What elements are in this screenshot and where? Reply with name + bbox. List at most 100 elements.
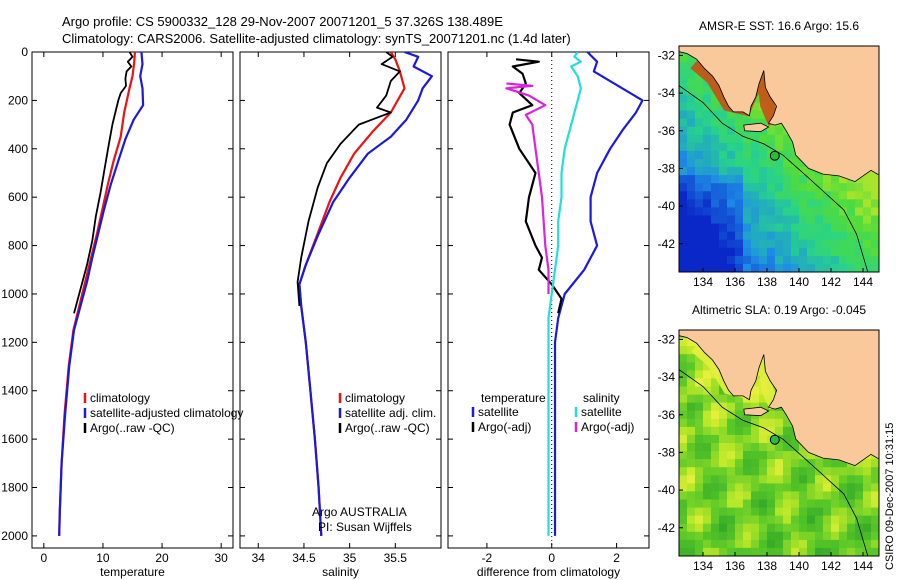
map-cell (727, 531, 736, 541)
map-cell (831, 231, 840, 241)
map-cell (679, 231, 688, 241)
map-cell (807, 263, 816, 272)
map-cell (727, 483, 736, 493)
map-cell (863, 459, 872, 468)
map-cell (863, 255, 872, 265)
map-cell (799, 483, 808, 493)
map-cell (687, 126, 696, 136)
map-cell (871, 231, 879, 241)
map-cell (831, 223, 840, 233)
map-cell (703, 523, 712, 533)
map-cell (815, 231, 824, 241)
map-cell (855, 231, 864, 241)
map-cell (735, 491, 744, 501)
map-cell (799, 215, 808, 225)
map-cell (711, 94, 720, 104)
map-cell (751, 102, 760, 112)
map-cell (871, 475, 879, 484)
map-cell (839, 207, 848, 217)
map-cell (719, 207, 728, 217)
map-cell (695, 159, 704, 168)
legend-heading: temperature (481, 391, 546, 405)
map-cell (743, 515, 752, 525)
x-tick-label: 35 (343, 551, 357, 565)
map-cell (775, 531, 784, 541)
map-cell (855, 539, 864, 549)
map-cell (687, 346, 696, 355)
map-cell (847, 523, 856, 533)
map-cell (775, 467, 784, 476)
map-cell (719, 531, 728, 541)
map-cell (703, 459, 712, 468)
map-cell (695, 231, 704, 241)
map-cell (735, 394, 744, 404)
map-cell (759, 175, 768, 184)
map-cell (719, 475, 728, 484)
map-cell (807, 459, 816, 468)
map-cell (839, 483, 848, 493)
map-cell (735, 523, 744, 533)
map-cell (727, 491, 736, 501)
map-cell (695, 118, 704, 128)
map-cell (695, 507, 704, 517)
map-frame (678, 45, 880, 273)
map-cell (775, 255, 784, 265)
map-cell (727, 459, 736, 468)
map-cell (743, 183, 752, 192)
map-cell (735, 183, 744, 192)
map-cell (759, 483, 768, 493)
map-cell (767, 231, 776, 241)
map-cell (687, 515, 696, 525)
map-cell (839, 523, 848, 533)
map-cell (687, 239, 696, 249)
map-cell (839, 255, 848, 265)
map-cell (703, 215, 712, 225)
map-cell (871, 531, 879, 541)
map-cell (839, 467, 848, 476)
map-cell (679, 70, 688, 79)
y-tick-label: 2000 (1, 529, 28, 543)
map-cell (687, 159, 696, 168)
map-cell (775, 239, 784, 249)
map-cell (863, 231, 872, 241)
map-cell (711, 134, 720, 144)
map-cell (871, 199, 879, 209)
map-cell (847, 507, 856, 517)
map-cell (767, 451, 776, 460)
map-cell (735, 483, 744, 493)
map-cell (735, 402, 744, 412)
map-cell (711, 110, 720, 120)
map-cell (719, 191, 728, 200)
map-cell (727, 515, 736, 525)
series-line-argo_salinity_diff (505, 82, 550, 294)
side-timestamp: CSIRO 09-Dec-2007 10:31:15 (884, 423, 896, 570)
map-cell (823, 507, 832, 517)
map-cell (743, 263, 752, 272)
map-y-tick-label: -34 (658, 370, 676, 384)
map-cell (783, 159, 792, 168)
map-cell (727, 418, 736, 428)
series-line-satellite (553, 52, 644, 536)
map-cell (695, 142, 704, 152)
map-cell (767, 134, 776, 144)
map-cell (775, 491, 784, 501)
map-cell (775, 231, 784, 241)
map-cell (759, 539, 768, 549)
map-cell (719, 118, 728, 128)
map-cell (855, 483, 864, 493)
map-cell (751, 426, 760, 436)
map-cell (863, 199, 872, 209)
map-cell (727, 475, 736, 484)
map-cell (711, 263, 720, 272)
map-cell (727, 434, 736, 444)
map-cell (735, 191, 744, 200)
map-x-tick-label: 134 (693, 559, 713, 573)
map-cell (759, 459, 768, 468)
map-cell (679, 263, 688, 272)
map-cell (799, 523, 808, 533)
map-cell (735, 255, 744, 265)
map-cell (759, 491, 768, 501)
map-cell (751, 110, 760, 120)
map-cell (735, 118, 744, 128)
map-cell (687, 223, 696, 233)
